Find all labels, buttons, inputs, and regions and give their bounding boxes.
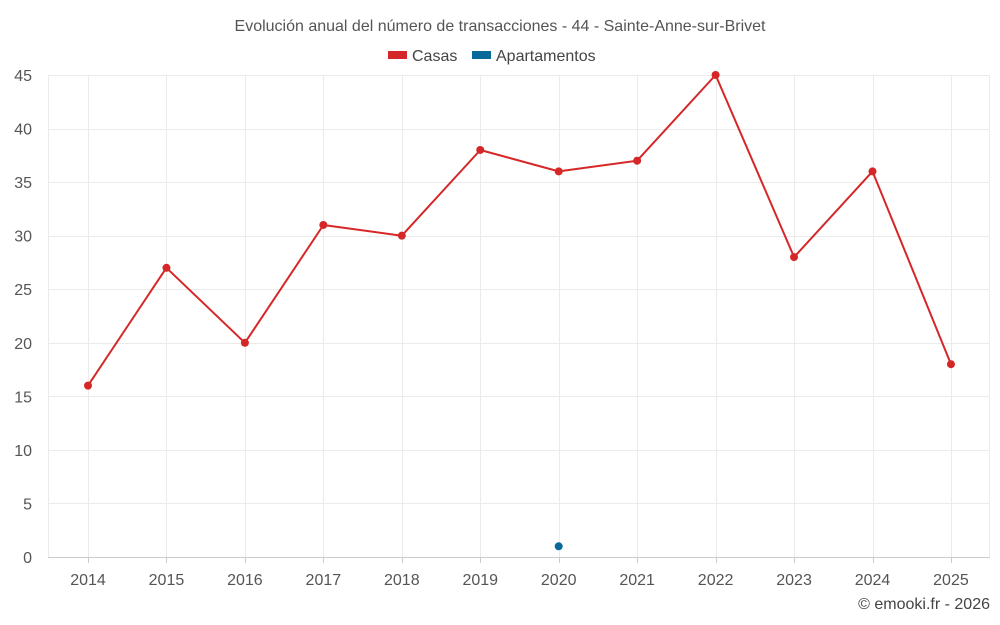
legend: Casas Apartamentos — [388, 48, 596, 65]
x-tick-label: 2014 — [70, 572, 106, 589]
x-tick-label: 2017 — [306, 572, 342, 589]
data-point-casas — [240, 338, 249, 347]
y-tick-label: 35 — [14, 175, 32, 192]
x-axis-ticks: 2014 2015 2016 2017 2018 2019 2020 2021 2022 2023… — [70, 557, 969, 589]
y-tick-label: 10 — [14, 443, 32, 460]
y-tick-label: 25 — [14, 282, 32, 299]
y-axis-ticks: 0 5 10 15 20 25 30 35 40 45 — [14, 68, 32, 567]
x-tick-label: 2024 — [855, 572, 891, 589]
legend-swatch-apartamentos — [472, 51, 491, 59]
x-tick-label: 2020 — [541, 572, 577, 589]
data-point-casas — [162, 263, 171, 272]
legend-swatch-casas — [388, 51, 407, 59]
chart-title: Evolución anual del número de transaccio… — [235, 18, 767, 35]
y-tick-label: 30 — [14, 229, 32, 246]
credit-text: © emooki.fr - 2026 — [858, 596, 990, 613]
data-point-casas — [476, 145, 485, 154]
data-point-apartamentos — [554, 542, 563, 551]
data-point-casas — [397, 231, 406, 240]
data-point-casas — [946, 360, 955, 369]
data-point-casas — [554, 167, 563, 176]
data-point-casas — [790, 253, 799, 262]
data-point-casas — [319, 220, 328, 229]
x-tick-label: 2016 — [227, 572, 263, 589]
series-layer — [84, 71, 955, 551]
x-tick-label: 2025 — [933, 572, 969, 589]
data-point-casas — [84, 381, 92, 390]
x-tick-label: 2019 — [462, 572, 498, 589]
x-tick-label: 2015 — [149, 572, 185, 589]
x-tick-label: 2022 — [698, 572, 734, 589]
grid-lines — [48, 75, 990, 557]
y-tick-label: 40 — [14, 122, 32, 139]
y-tick-label: 20 — [14, 336, 32, 353]
data-point-casas — [711, 71, 720, 79]
legend-label-casas: Casas — [412, 48, 457, 65]
data-point-casas — [868, 167, 877, 176]
y-tick-label: 0 — [23, 550, 32, 567]
legend-label-apartamentos: Apartamentos — [496, 48, 596, 65]
x-tick-label: 2023 — [776, 572, 812, 589]
y-tick-label: 5 — [23, 496, 32, 513]
y-tick-label: 45 — [14, 68, 32, 85]
y-tick-label: 15 — [14, 389, 32, 406]
x-tick-label: 2018 — [384, 572, 420, 589]
x-tick-label: 2021 — [619, 572, 655, 589]
data-point-casas — [633, 156, 642, 165]
series-line-casas — [87, 74, 952, 387]
